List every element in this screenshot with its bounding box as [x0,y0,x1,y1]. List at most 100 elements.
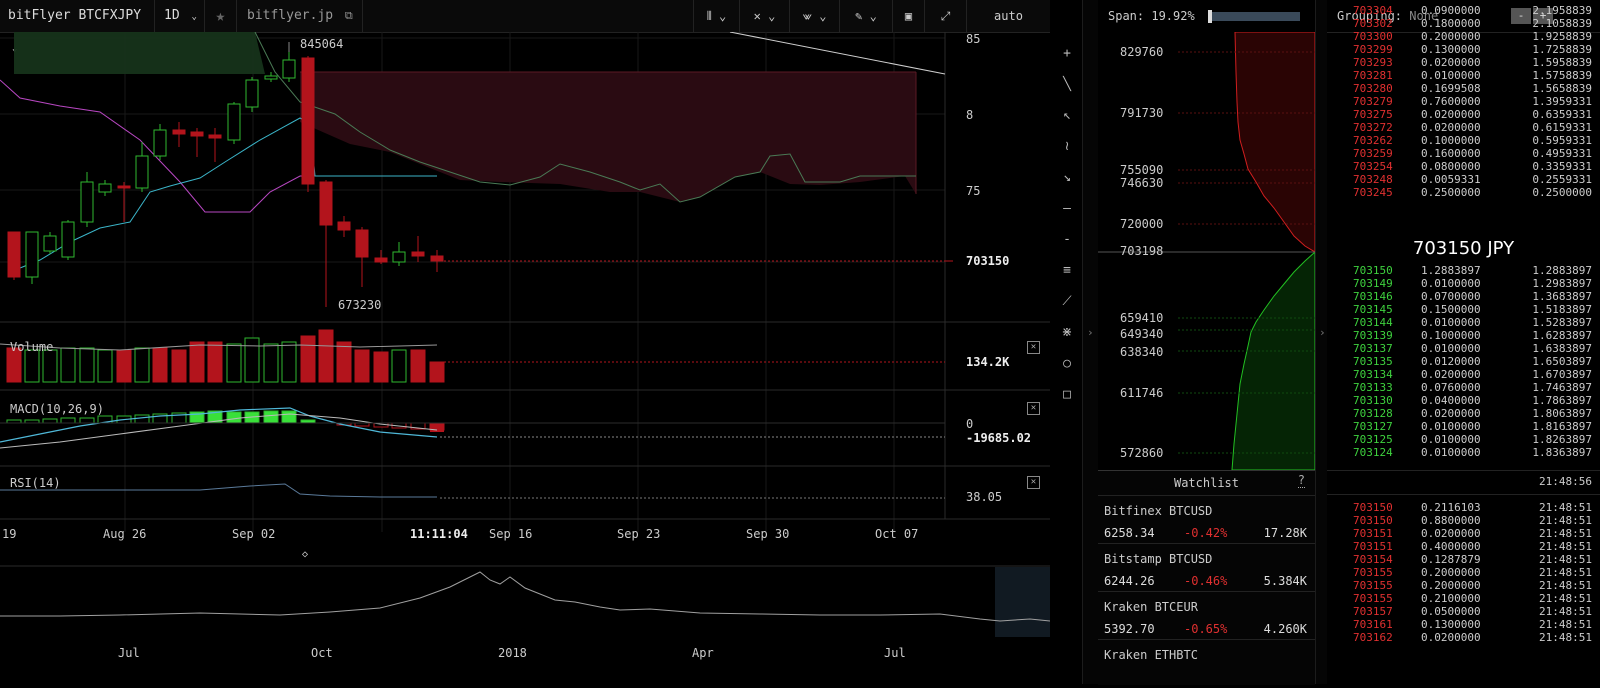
timeframe-label: 1D [164,8,180,23]
order-row[interactable]: 703139 0.1000000 1.6283897 [1327,329,1600,342]
grouping-control[interactable]: Grouping: None [1337,9,1438,23]
trade-row[interactable]: 703162 0.0200000 21:48:51 [1327,631,1600,644]
chart-area[interactable]: 85 8 75 703150 845064 673230 Volume 134.… [0,32,1050,684]
ray-icon[interactable]: ↖ [1063,108,1071,123]
price-cell: 703262 [1353,134,1393,147]
order-row[interactable]: 703248 0.0059331 0.2559331 [1327,173,1600,186]
trade-row[interactable]: 703150 0.2116103 21:48:51 [1327,501,1600,514]
amount-cell: 0.0120000 [1421,355,1481,368]
order-row[interactable]: 703281 0.0100000 1.5758839 [1327,69,1600,82]
indicator-icon[interactable]: ✕ ⌄ [739,0,789,32]
watchlist-item[interactable]: Bitfinex BTCUSD 6258.34 -0.42% 17.28K [1098,495,1315,544]
trade-row[interactable]: 703150 0.8800000 21:48:51 [1327,514,1600,527]
order-row[interactable]: 703272 0.0200000 0.6159331 [1327,121,1600,134]
symbol-selector[interactable]: bitFlyer BTCFXJPY ⌄ [0,0,155,54]
curve-icon[interactable]: ≀ [1064,139,1070,154]
trade-row[interactable]: 703155 0.2000000 21:48:51 [1327,566,1600,579]
site-link[interactable]: bitflyer.jp ⧉ [237,0,363,32]
order-row[interactable]: 703300 0.2000000 1.9258839 [1327,30,1600,43]
order-row[interactable]: 703150 1.2883897 1.2883897 [1327,264,1600,277]
order-row[interactable]: 703275 0.0200000 0.6359331 [1327,108,1600,121]
price-cell: 703150 [1353,514,1393,527]
scale-mode-label: auto [994,9,1023,23]
order-row[interactable]: 703149 0.0100000 1.2983897 [1327,277,1600,290]
order-row[interactable]: 703293 0.0200000 1.5958839 [1327,56,1600,69]
date-tick: Aug 26 [103,527,147,541]
order-row[interactable]: 703299 0.1300000 1.7258839 [1327,43,1600,56]
order-row[interactable]: 703262 0.1000000 0.5959331 [1327,134,1600,147]
close-icon[interactable]: ✕ [1027,476,1040,489]
fib-icon[interactable]: ⋇ [1061,325,1073,340]
chart-settings-icon[interactable]: ▣ [892,0,924,32]
span-slider-handle[interactable] [1208,10,1212,23]
order-row[interactable]: 703133 0.0760000 1.7463897 [1327,381,1600,394]
order-row[interactable]: 703145 0.1500000 1.5183897 [1327,303,1600,316]
pencil-icon[interactable]: ✎ ⌄ [839,0,892,32]
watchlist-item[interactable]: Kraken BTCEUR 5392.70 -0.65% 4.260K [1098,591,1315,640]
order-row[interactable]: 703125 0.0100000 1.8263897 [1327,433,1600,446]
span-value: 19.92% [1151,9,1195,23]
order-row[interactable]: 703146 0.0700000 1.3683897 [1327,290,1600,303]
navigator-handle-icon[interactable]: ◇ [302,549,309,560]
order-row[interactable]: 703280 0.1699508 1.5658839 [1327,82,1600,95]
order-row[interactable]: 703254 0.0800000 0.3359331 [1327,160,1600,173]
trade-row[interactable]: 703155 0.2000000 21:48:51 [1327,579,1600,592]
date-tick: Sep 02 [232,527,276,541]
order-row[interactable]: 703259 0.1600000 0.4959331 [1327,147,1600,160]
external-link-icon: ⧉ [344,9,353,22]
fullscreen-icon[interactable]: ⤢ [924,0,966,32]
depth-price: 720000 [1120,217,1164,231]
order-row[interactable]: 703127 0.0100000 1.8163897 [1327,420,1600,433]
horizontal-line-icon[interactable]: — [1063,201,1071,216]
close-icon[interactable]: ✕ [1027,341,1040,354]
span-slider[interactable] [1208,10,1300,23]
order-row[interactable]: 703128 0.0200000 1.8063897 [1327,407,1600,420]
trade-row[interactable]: 703154 0.1287879 21:48:51 [1327,553,1600,566]
order-row[interactable]: 703144 0.0100000 1.5283897 [1327,316,1600,329]
grouping-decrease-button[interactable]: - [1511,8,1531,24]
timeframe-selector[interactable]: 1D ⌄ [155,0,205,32]
close-icon[interactable]: ✕ [1027,402,1040,415]
trade-row[interactable]: 703161 0.1300000 21:48:51 [1327,618,1600,631]
compare-icon[interactable]: ⩖ ⌄ [789,0,839,32]
total-cell: 1.7258839 [1532,43,1592,56]
navigator-window [995,567,1050,637]
price-chart[interactable] [0,32,1050,684]
fan-icon[interactable]: ⟋ [1062,294,1072,309]
watchlist-item[interactable]: Bitstamp BTCUSD 6244.26 -0.46% 5.384K [1098,543,1315,592]
order-row[interactable]: 703302 0.1800000 2.1058839 [1327,17,1600,30]
chevron-right-icon[interactable]: › [1319,326,1326,339]
depth-price: 572860 [1120,446,1164,460]
depth-chart[interactable]: Span: 19.92% 829760 791730 755090 746630… [1098,0,1315,470]
trade-row[interactable]: 703151 0.4000000 21:48:51 [1327,540,1600,553]
circle-icon[interactable]: ○ [1063,356,1071,371]
trade-row[interactable]: 703157 0.0500000 21:48:51 [1327,605,1600,618]
arrow-icon[interactable]: ↘ [1063,170,1071,185]
order-row[interactable]: 703137 0.0100000 1.6383897 [1327,342,1600,355]
help-icon[interactable]: ? [1297,473,1305,488]
candle-type-icon[interactable]: ⫴ ⌄ [693,0,739,32]
total-cell: 2.1058839 [1532,17,1592,30]
trade-row[interactable]: 703155 0.2100000 21:48:51 [1327,592,1600,605]
candle-body [153,129,167,157]
crosshair-icon[interactable]: + [1063,46,1071,61]
lines-icon[interactable]: ≡ [1063,263,1071,278]
order-row[interactable]: 703245 0.2500000 0.2500000 [1327,186,1600,199]
chevron-right-icon[interactable]: › [1087,326,1094,339]
order-row[interactable]: 703124 0.0100000 1.8363897 [1327,446,1600,459]
trend-line [729,32,946,75]
order-row[interactable]: 703279 0.7600000 1.3959331 [1327,95,1600,108]
trade-row[interactable]: 703151 0.0200000 21:48:51 [1327,527,1600,540]
trendline-icon[interactable]: ╲ [1063,77,1071,92]
watchlist-item[interactable]: Kraken ETHBTC [1098,639,1315,688]
order-row[interactable]: 703135 0.0120000 1.6503897 [1327,355,1600,368]
scale-mode-button[interactable]: auto [966,0,1050,32]
order-row[interactable]: 703130 0.0400000 1.7863897 [1327,394,1600,407]
short-line-icon[interactable]: - [1063,232,1071,247]
order-row[interactable]: 703134 0.0200000 1.6703897 [1327,368,1600,381]
rectangle-icon[interactable]: □ [1063,387,1071,402]
amount-cell: 0.0200000 [1421,108,1481,121]
star-icon[interactable]: ★ [205,0,237,32]
grouping-increase-button[interactable]: + [1533,8,1553,24]
order-row[interactable]: 703304 0.0900000 2.1958839 [1327,4,1600,17]
